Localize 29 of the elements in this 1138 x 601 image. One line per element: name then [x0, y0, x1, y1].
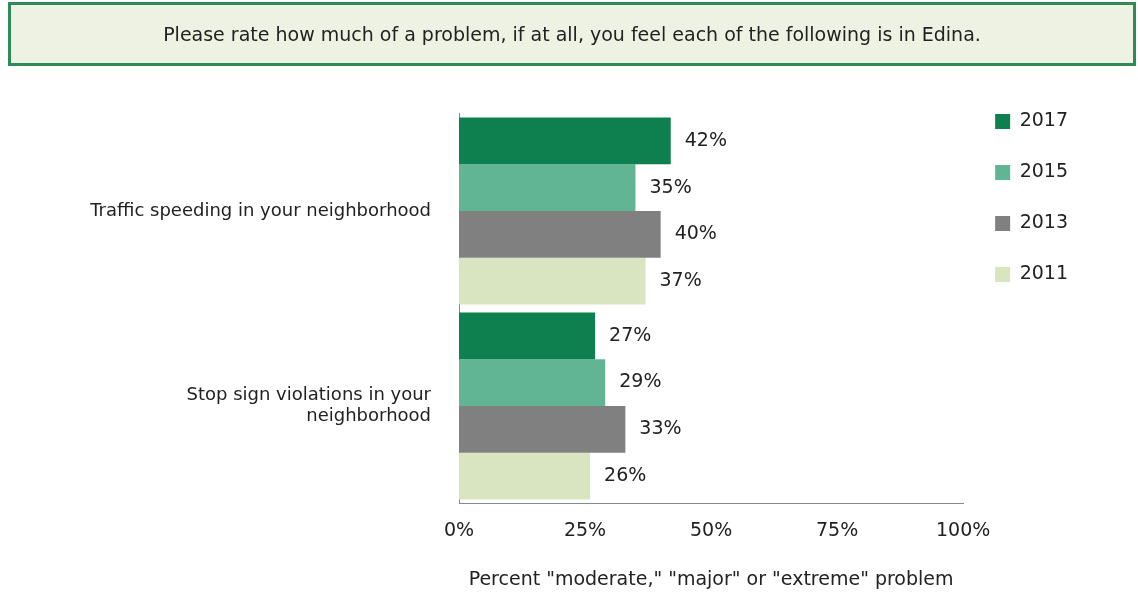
bar	[459, 257, 646, 305]
data-label: 26%	[604, 463, 647, 486]
y-tick-label: Traffic speeding in your neighborhood	[89, 198, 431, 220]
bar	[459, 164, 636, 212]
y-tick-label: Stop sign violations in your neighborhood	[186, 382, 432, 426]
bar	[459, 312, 596, 360]
legend-label: 2013	[1019, 210, 1069, 233]
x-tick-label: 50%	[689, 517, 733, 540]
x-tick-label: 100%	[935, 517, 991, 540]
bar	[459, 117, 671, 165]
data-label: 37%	[659, 268, 702, 291]
data-label: 40%	[674, 221, 717, 244]
bar	[459, 211, 661, 258]
legend-label: 2011	[1019, 261, 1069, 284]
bar	[459, 452, 591, 500]
data-label: 29%	[619, 369, 662, 392]
bar	[459, 359, 606, 406]
data-label: 42%	[684, 127, 727, 150]
data-label: 27%	[609, 322, 652, 345]
x-tick-label: 75%	[815, 517, 859, 540]
chart-title: Please rate how much of a problem, if at all, you feel each of the following is in Edina.	[8, 2, 1136, 66]
legend-label: 2015	[1019, 159, 1069, 182]
x-tick-label: 25%	[563, 517, 607, 540]
data-label: 33%	[639, 416, 682, 439]
x-axis-title: Percent "moderate," "major" or "extreme" problem	[468, 566, 954, 589]
data-label: 35%	[649, 174, 692, 197]
x-tick-label: 0%	[443, 517, 475, 540]
legend-label: 2017	[1019, 108, 1069, 131]
bar	[459, 405, 626, 453]
